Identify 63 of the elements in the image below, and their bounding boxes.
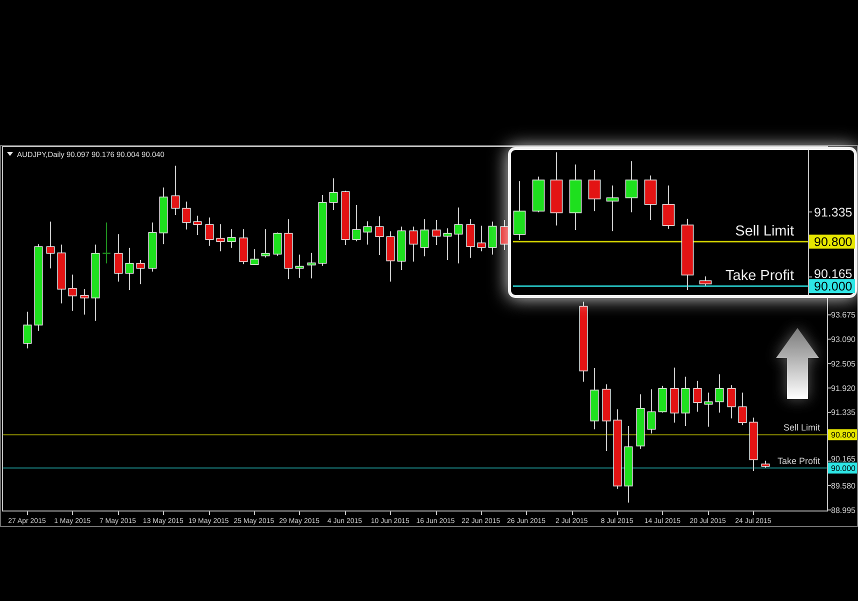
candlestick bbox=[658, 385, 667, 414]
candlestick bbox=[363, 220, 372, 246]
candlestick bbox=[136, 259, 145, 285]
y-tick-label: 93.675 bbox=[831, 310, 856, 320]
candlestick bbox=[329, 178, 338, 210]
candlestick bbox=[488, 221, 497, 256]
candlestick bbox=[216, 224, 225, 252]
y-tick-label: 90.800 bbox=[831, 430, 856, 440]
candlestick bbox=[606, 185, 619, 232]
candlestick bbox=[250, 248, 259, 266]
candlestick bbox=[125, 247, 134, 291]
candlestick bbox=[114, 234, 123, 282]
y-tick-label: 91.335 bbox=[814, 205, 852, 220]
y-tick-label: 93.090 bbox=[831, 335, 856, 344]
candlestick bbox=[443, 228, 452, 260]
candlestick bbox=[432, 219, 441, 246]
ref-line-label: Take Profit bbox=[777, 456, 820, 466]
candlestick bbox=[307, 252, 316, 279]
y-tick-label: 88.995 bbox=[831, 506, 856, 515]
candlestick bbox=[662, 185, 675, 230]
candlestick bbox=[352, 204, 361, 242]
candlestick bbox=[704, 392, 713, 428]
candlestick bbox=[23, 311, 32, 349]
candlestick bbox=[182, 201, 191, 230]
candlestick bbox=[693, 380, 702, 412]
candlestick bbox=[239, 228, 248, 265]
y-tick-label: 90.800 bbox=[814, 235, 852, 250]
candlestick bbox=[102, 222, 111, 264]
candlestick bbox=[193, 215, 202, 236]
candlestick bbox=[625, 160, 638, 213]
candlestick bbox=[477, 225, 486, 252]
candlestick bbox=[647, 388, 656, 434]
candlestick bbox=[738, 392, 747, 426]
candlestick bbox=[699, 276, 712, 286]
y-tick-label: 91.335 bbox=[831, 408, 856, 418]
candlestick bbox=[227, 228, 236, 248]
candlestick bbox=[171, 165, 180, 216]
candlestick bbox=[409, 226, 418, 262]
ref-line-label: Sell Limit bbox=[735, 224, 794, 240]
candlestick bbox=[420, 218, 429, 257]
y-tick-label: 90.000 bbox=[814, 280, 852, 294]
candlestick bbox=[454, 206, 463, 264]
candlestick bbox=[466, 218, 475, 258]
candlestick bbox=[295, 254, 304, 278]
candlestick bbox=[375, 216, 384, 256]
candlestick bbox=[205, 216, 214, 246]
candlestick bbox=[727, 384, 736, 419]
candlestick bbox=[46, 221, 55, 269]
ref-line-label: Take Profit bbox=[726, 268, 794, 284]
candlestick bbox=[715, 374, 724, 414]
y-tick-label: 90.000 bbox=[831, 464, 856, 473]
y-tick-label: 91.920 bbox=[831, 384, 856, 393]
candlestick bbox=[261, 228, 270, 258]
candlestick bbox=[513, 180, 526, 240]
candlestick bbox=[588, 170, 601, 212]
y-tick-label: 90.165 bbox=[814, 267, 852, 282]
y-tick-label: 90.165 bbox=[831, 454, 856, 464]
candlestick bbox=[273, 232, 282, 256]
ref-line-label: Sell Limit bbox=[783, 422, 820, 433]
y-tick-label: 92.505 bbox=[831, 359, 856, 368]
y-tick-label: 89.580 bbox=[831, 481, 856, 490]
candlestick bbox=[80, 288, 89, 316]
candlestick bbox=[68, 274, 77, 312]
